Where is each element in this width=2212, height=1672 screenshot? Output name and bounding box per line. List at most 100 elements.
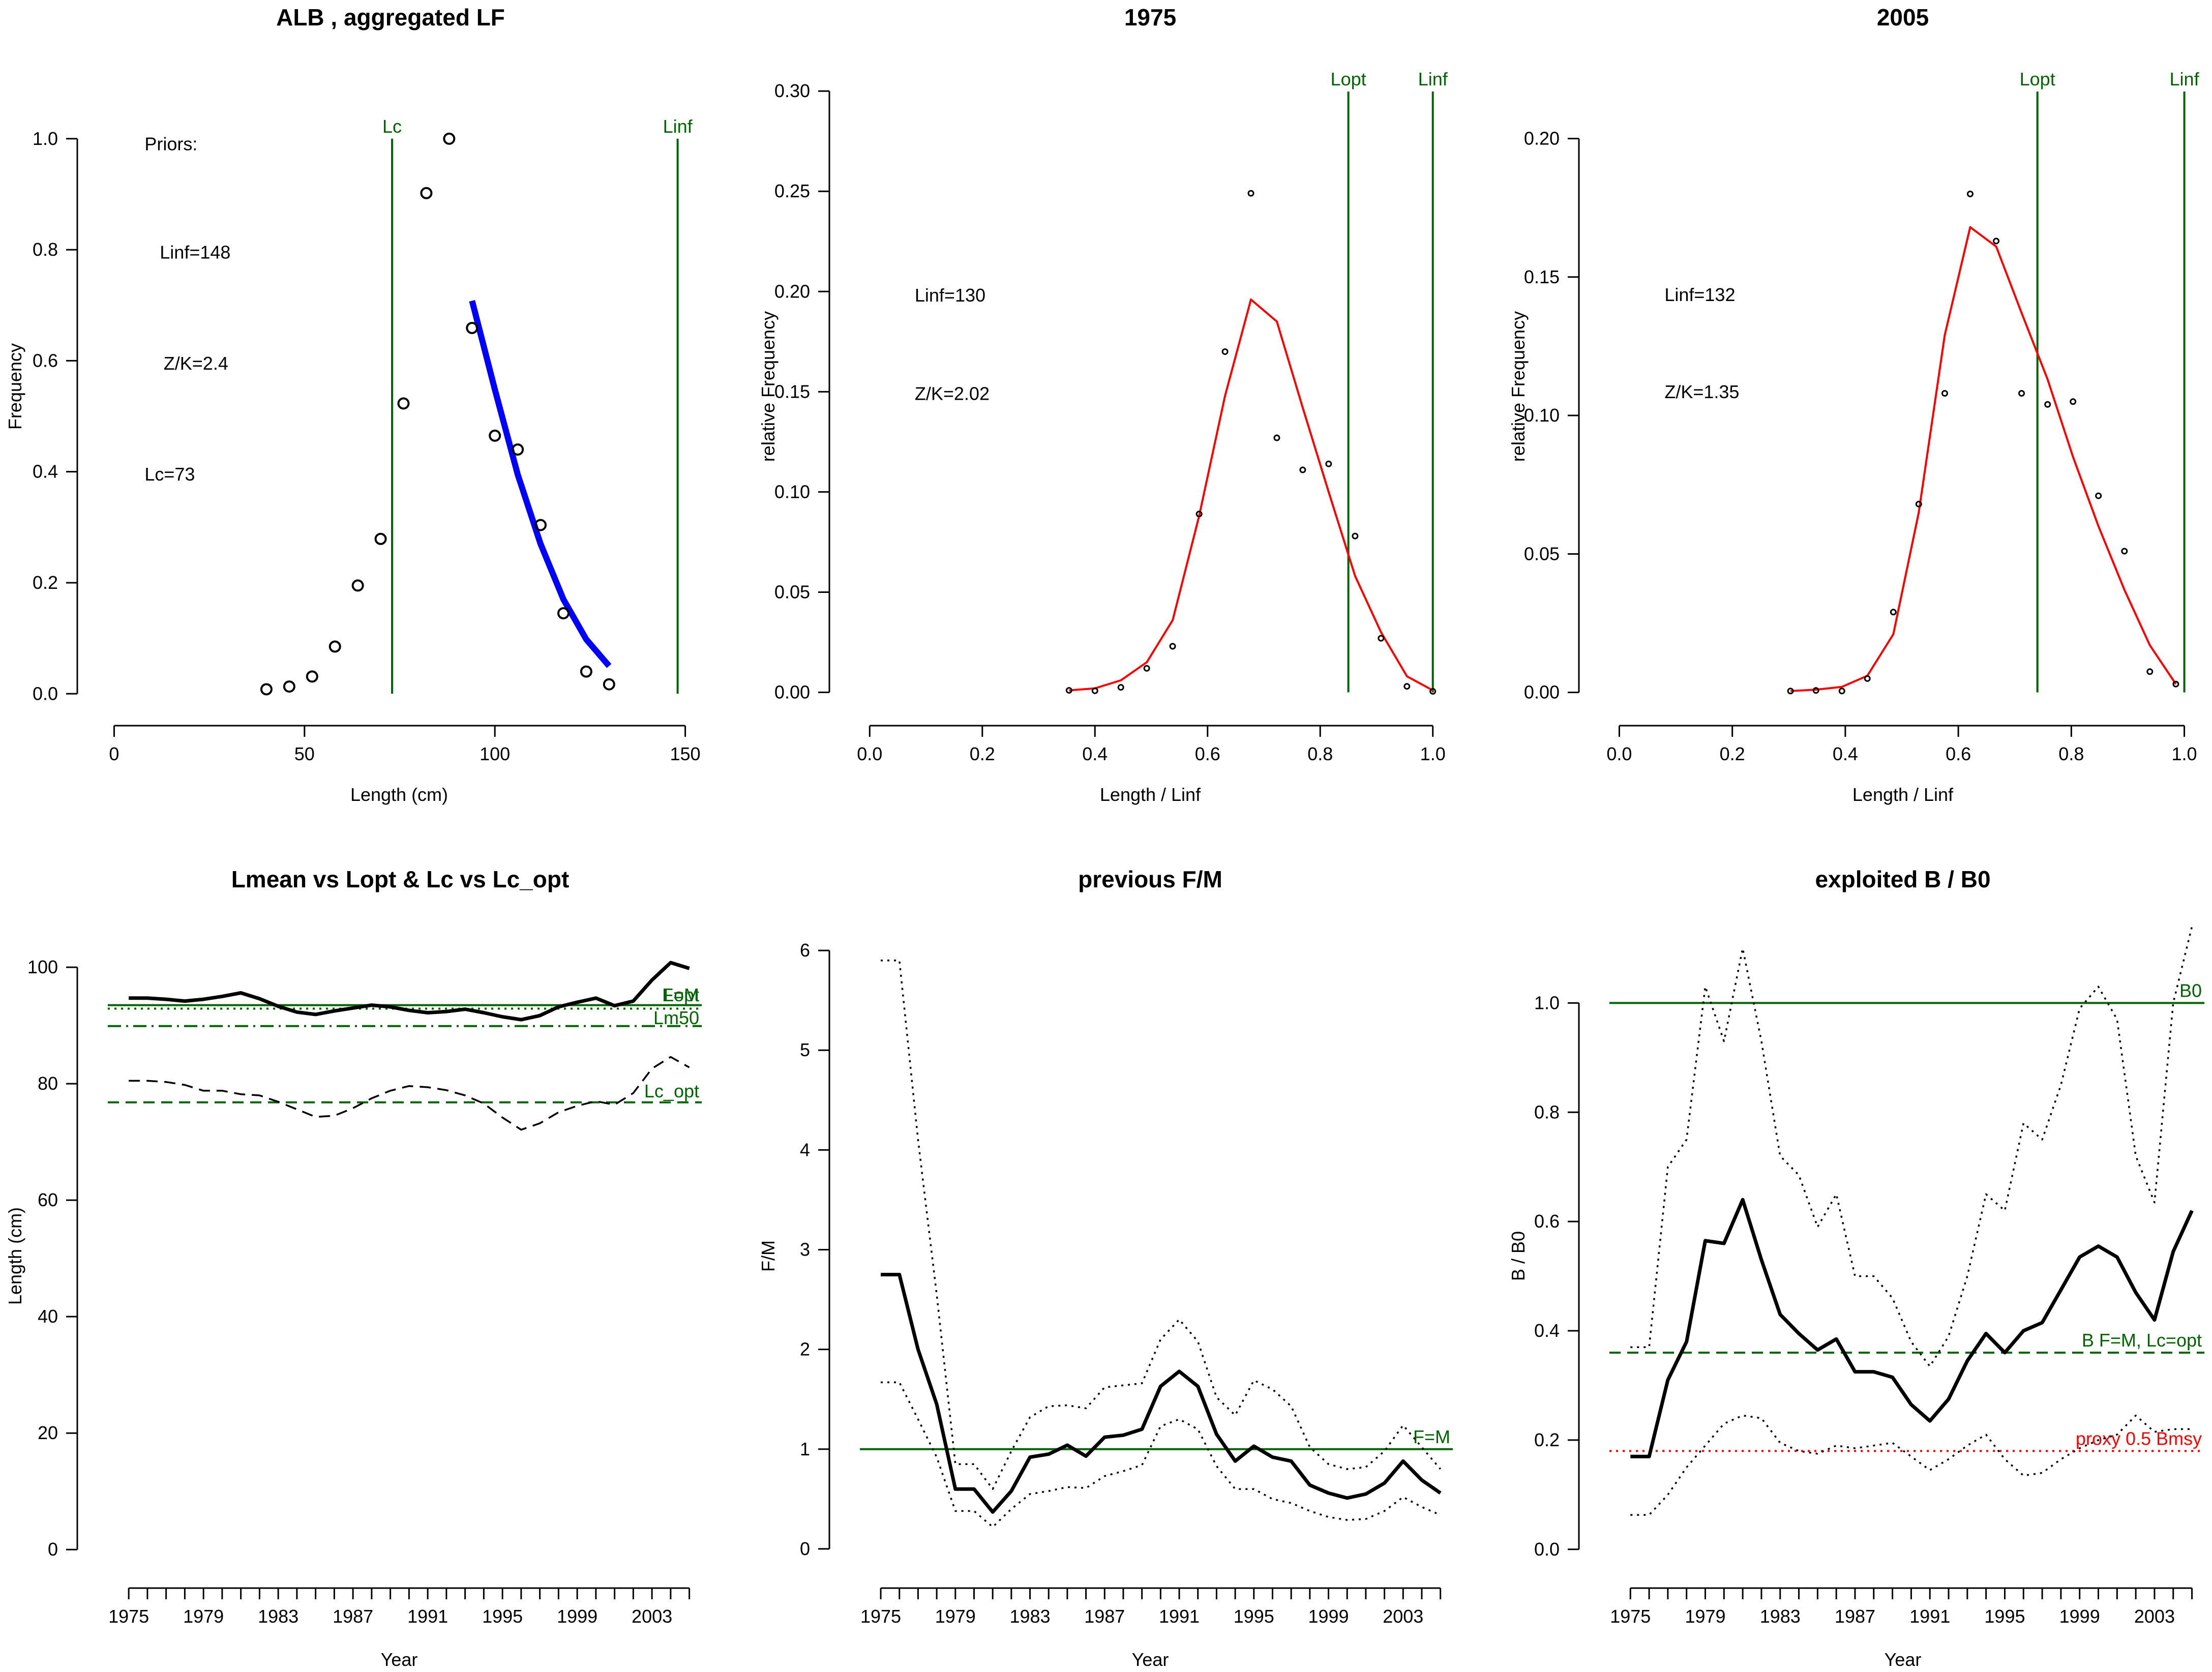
y-tick-label: 5 [800,1039,810,1060]
data-point [557,607,570,619]
chart-title: 1975 [1124,4,1176,31]
chart-title: Lmean vs Lopt & Lc vs Lc_opt [231,866,570,892]
y-tick-label: 0.15 [774,381,810,402]
x-tick-label: 0.4 [1833,743,1858,764]
hline-label: proxy 0.5 Bmsy [2076,1428,2202,1449]
annotation-zk: Z/K=2.02 [915,383,990,404]
data-point [1221,348,1229,355]
x-tick-label: 1987 [1084,1606,1125,1627]
annotation-lc: Lc=73 [144,464,195,485]
data-point [1247,190,1254,197]
x-tick-label: 1979 [935,1606,976,1627]
data-point [1403,683,1411,690]
data-point [1273,434,1280,441]
series-line [129,961,690,1022]
chart-title: 2005 [1877,4,1929,31]
series-line [129,1056,690,1131]
vline-label: Linf [2170,69,2200,89]
y-axis-label: relative Frequency [758,311,779,462]
y-tick-label: 6 [800,940,810,961]
x-tick-label: 150 [670,743,701,764]
y-tick-label: 0.6 [33,350,58,371]
chart-title: exploited B / B0 [1815,866,1990,892]
data-point [2044,401,2051,408]
y-tick-label: 0.10 [1524,405,1560,426]
x-tick-label: 0.8 [2058,743,2084,764]
x-tick-label: 1991 [1159,1606,1200,1627]
vline-label: Linf [1418,69,1448,89]
x-tick-label: 1979 [183,1606,224,1627]
annotation-zk: Z/K=2.4 [164,353,228,374]
x-tick-label: 0.2 [1720,743,1745,764]
plot-area: 0.0 0.2 0.4 0.6 0.8 1.0 0 50 100 150 Lc Linf Priors:… [33,116,701,764]
y-tick-label: 0.30 [774,80,810,101]
y-tick-label: 0.2 [33,572,58,593]
data-point [1915,500,1922,507]
data-point [397,397,410,410]
data-point [443,132,456,145]
vline-label: Lc [382,116,402,137]
x-axis-label: Length / Linf [1852,784,1954,805]
data-point [1117,684,1124,691]
x-tick-label: 1.0 [1420,743,1446,764]
plot-area: 0 20 40 60 80 100 1975 1979 1983 1987 1991 1995 1999… [27,957,702,1627]
x-tick-label: 1975 [860,1606,901,1627]
chart-title: ALB , aggregated LF [276,4,505,31]
x-tick-label: 1995 [482,1606,523,1627]
x-tick-label: 2003 [632,1606,672,1627]
y-tick-label: 0 [800,1538,810,1559]
data-point [2018,390,2025,397]
panel-exploited-b-b0: exploited B / B0 0.0 0.2 0.4 0.6 0.8 1.0 1975 1… [1508,866,2204,1670]
data-point [1195,511,1203,518]
series-line [1630,1414,2192,1516]
hline-label: Lc_opt [644,1081,699,1101]
hline-label: Lm50 [653,1007,699,1028]
y-tick-label: 0.00 [774,682,810,703]
y-tick-label: 1 [800,1439,810,1459]
plot-area: 0.00 0.05 0.10 0.15 0.20 0.25 0.30 0.0 0.2 0.4 0.6… [774,69,1448,764]
y-tick-label: 0.20 [774,281,810,302]
data-point [534,519,547,531]
y-tick-label: 0.6 [1534,1211,1560,1232]
x-tick-label: 1979 [1685,1606,1725,1627]
series-line [1630,926,2193,1367]
data-point [2095,492,2102,499]
hline-label: F=M [662,984,699,1005]
data-point [1091,687,1098,694]
x-tick-label: 0.2 [970,743,995,764]
y-tick-label: 1.0 [1534,992,1560,1013]
x-tick-label: 1991 [1909,1606,1950,1627]
y-tick-label: 80 [38,1073,58,1094]
y-axis-label: Length (cm) [5,1207,25,1305]
x-tick-label: 1995 [1984,1606,2025,1627]
data-point [306,670,318,683]
hline-label: B0 [2179,980,2202,1001]
y-tick-label: 100 [27,957,58,977]
data-point [1169,643,1176,650]
x-tick-label: 0.6 [1195,743,1220,764]
fitted-curve-blue [469,300,612,668]
data-point [489,429,501,442]
series-line [881,959,1442,1490]
plot-area: 0.0 0.2 0.4 0.6 0.8 1.0 1975 1979 1983 1987 1991 19… [1534,926,2204,1627]
data-point [466,321,479,334]
x-tick-label: 1983 [1760,1606,1801,1627]
hline-label: B F=M, Lc=opt [2082,1330,2202,1351]
panel-aggregated-lf: ALB , aggregated LF 0.0 0.2 0.4 0.6 0.8 1.0 0 5… [5,4,701,805]
y-tick-label: 0.20 [1524,128,1560,148]
x-tick-label: 0.0 [1606,743,1632,764]
data-point [351,579,364,592]
x-tick-label: 2003 [2134,1606,2175,1627]
panel-2005: 2005 0.00 0.05 0.10 0.15 0.20 0.0 0.2 0.4 0.6 0.8… [1508,4,2200,805]
y-axis-label: B / B0 [1508,1231,1529,1281]
y-tick-label: 0.8 [33,239,58,260]
data-point [328,640,341,653]
data-point [1864,675,1871,682]
data-point [2070,398,2077,405]
data-point [2121,548,2128,555]
data-point [512,443,524,456]
annotation-linf: Linf=130 [915,285,985,306]
data-point [1352,532,1359,540]
x-tick-label: 0.4 [1082,743,1108,764]
